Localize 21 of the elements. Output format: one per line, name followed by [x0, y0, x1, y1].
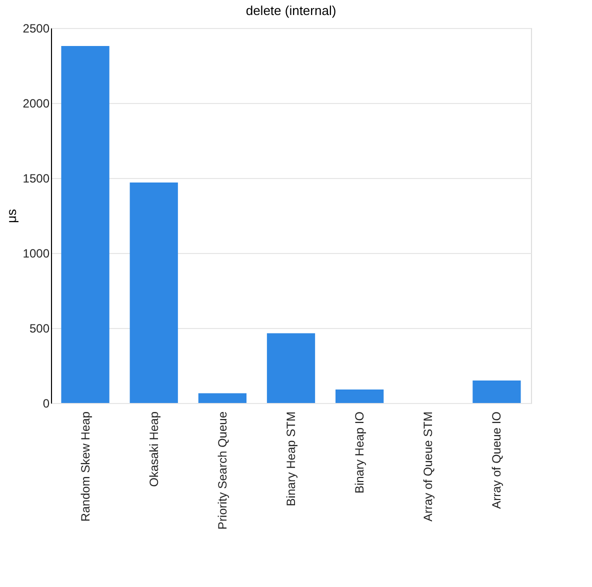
- y-tick-label: 500: [29, 322, 50, 336]
- chart-title: delete (internal): [246, 3, 336, 18]
- y-tick-label: 1000: [22, 246, 50, 260]
- y-tick-label: 0: [42, 396, 50, 410]
- x-tick-label: Okasaki Heap: [146, 411, 161, 487]
- x-tick-label: Binary Heap IO: [352, 412, 367, 494]
- x-tick-label: Array of Queue STM: [421, 412, 436, 522]
- bar: [472, 380, 521, 403]
- x-tick-label: Random Skew Heap: [78, 411, 92, 522]
- bar: [198, 393, 246, 403]
- y-axis-title: μs: [4, 208, 19, 223]
- y-tick-label: 1500: [22, 172, 50, 186]
- bar: [61, 46, 110, 403]
- y-tick-label: 2500: [22, 22, 50, 36]
- bar: [266, 333, 316, 403]
- bar: [130, 182, 178, 403]
- y-tick-label: 2000: [22, 96, 50, 110]
- bar: [336, 390, 384, 403]
- x-tick-label: Binary Heap STM: [284, 412, 298, 506]
- x-tick-label: Array of Queue IO: [490, 412, 504, 509]
- x-tick-label: Priority Search Queue: [215, 411, 230, 530]
